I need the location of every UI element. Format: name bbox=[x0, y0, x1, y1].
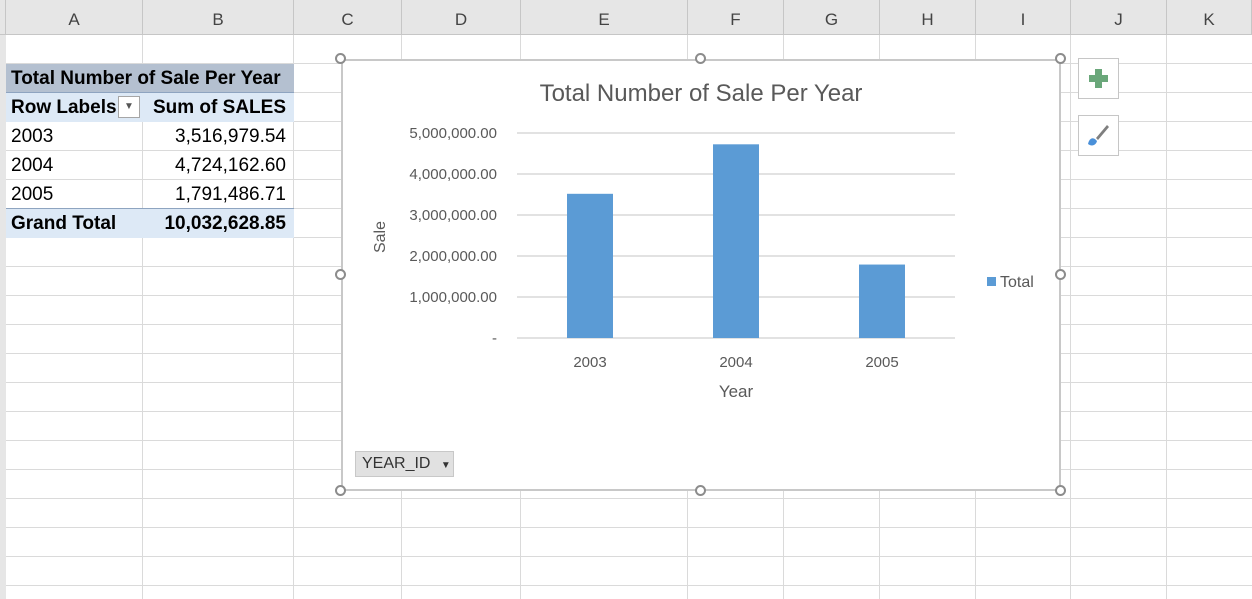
pivot-chart[interactable]: Total Number of Sale Per Year - 1,000,000… bbox=[341, 59, 1061, 491]
y-axis-label[interactable]: Sale bbox=[372, 221, 389, 253]
resize-handle-top-left[interactable] bbox=[335, 53, 346, 64]
resize-handle-bottom-left[interactable] bbox=[335, 485, 346, 496]
paintbrush-icon bbox=[1088, 125, 1109, 146]
row-header-strip bbox=[0, 35, 6, 599]
pivot-row-label[interactable]: 2003 bbox=[11, 126, 54, 147]
column-header-k[interactable]: K bbox=[1167, 0, 1252, 34]
grid-column-line bbox=[293, 35, 294, 599]
field-button-label: YEAR_ID bbox=[362, 455, 431, 472]
y-tick-label: 5,000,000.00 bbox=[409, 125, 497, 142]
y-tick-label: 1,000,000.00 bbox=[409, 289, 497, 306]
resize-handle-top-right[interactable] bbox=[1055, 53, 1066, 64]
grid-column-line bbox=[1070, 35, 1071, 599]
dropdown-arrow-icon: ▼ bbox=[124, 101, 134, 112]
y-tick-label: - bbox=[492, 330, 497, 347]
select-all-corner[interactable] bbox=[0, 0, 6, 34]
bar-2005[interactable] bbox=[859, 264, 905, 338]
resize-handle-top[interactable] bbox=[695, 53, 706, 64]
chart-plot-svg: Total Number of Sale Per Year - 1,000,000… bbox=[372, 80, 1034, 401]
row-labels-filter-button[interactable]: ▼ bbox=[118, 96, 140, 118]
column-header-d[interactable]: D bbox=[402, 0, 521, 34]
year-id-field-button[interactable]: YEAR_ID ▼ bbox=[355, 451, 454, 477]
plus-icon bbox=[1089, 69, 1108, 88]
grid-row-line bbox=[0, 527, 1252, 528]
chart-styles-button[interactable] bbox=[1078, 115, 1119, 156]
x-tick-label: 2003 bbox=[573, 354, 606, 371]
resize-handle-right[interactable] bbox=[1055, 269, 1066, 280]
column-header-f[interactable]: F bbox=[688, 0, 784, 34]
x-tick-label: 2004 bbox=[719, 354, 752, 371]
pivot-grand-total-label[interactable]: Grand Total bbox=[6, 208, 143, 238]
legend-entry-total: Total bbox=[1000, 274, 1034, 291]
column-header-h[interactable]: H bbox=[880, 0, 976, 34]
grid-row-line bbox=[0, 556, 1252, 557]
column-header-i[interactable]: I bbox=[976, 0, 1071, 34]
grid-row-line bbox=[0, 498, 1252, 499]
resize-handle-bottom[interactable] bbox=[695, 485, 706, 496]
x-axis-label[interactable]: Year bbox=[719, 382, 754, 401]
pivot-row-label[interactable]: 2004 bbox=[11, 155, 54, 176]
grid-column-line bbox=[142, 35, 143, 599]
chart-elements-button[interactable] bbox=[1078, 58, 1119, 99]
y-tick-label: 3,000,000.00 bbox=[409, 207, 497, 224]
column-header-g[interactable]: G bbox=[784, 0, 880, 34]
x-tick-label: 2005 bbox=[865, 354, 898, 371]
column-header-b[interactable]: B bbox=[143, 0, 294, 34]
resize-handle-left[interactable] bbox=[335, 269, 346, 280]
resize-handle-bottom-right[interactable] bbox=[1055, 485, 1066, 496]
chart-legend[interactable]: Total bbox=[987, 274, 1034, 291]
dropdown-arrow-icon: ▼ bbox=[440, 460, 451, 471]
column-header-c[interactable]: C bbox=[294, 0, 402, 34]
pivot-header-sum[interactable]: Sum of SALES bbox=[143, 93, 294, 122]
pivot-row-label[interactable]: 2005 bbox=[11, 184, 54, 205]
grid-row-line bbox=[0, 585, 1252, 586]
legend-swatch bbox=[987, 277, 996, 286]
column-header-e[interactable]: E bbox=[521, 0, 688, 34]
pivot-grand-total-value[interactable]: 10,032,628.85 bbox=[143, 208, 294, 238]
y-tick-label: 4,000,000.00 bbox=[409, 166, 497, 183]
grid-column-line bbox=[1166, 35, 1167, 599]
bar-2004[interactable] bbox=[713, 144, 759, 338]
pivot-row-value[interactable]: 4,724,162.60 bbox=[175, 155, 286, 176]
pivot-row-value[interactable]: 1,791,486.71 bbox=[175, 184, 286, 205]
column-header-a[interactable]: A bbox=[6, 0, 143, 34]
bar-2003[interactable] bbox=[567, 193, 613, 338]
pivot-title[interactable]: Total Number of Sale Per Year bbox=[6, 64, 294, 93]
pivot-row-value[interactable]: 3,516,979.54 bbox=[175, 126, 286, 147]
column-header-j[interactable]: J bbox=[1071, 0, 1167, 34]
y-tick-label: 2,000,000.00 bbox=[409, 248, 497, 265]
chart-title[interactable]: Total Number of Sale Per Year bbox=[540, 80, 863, 107]
